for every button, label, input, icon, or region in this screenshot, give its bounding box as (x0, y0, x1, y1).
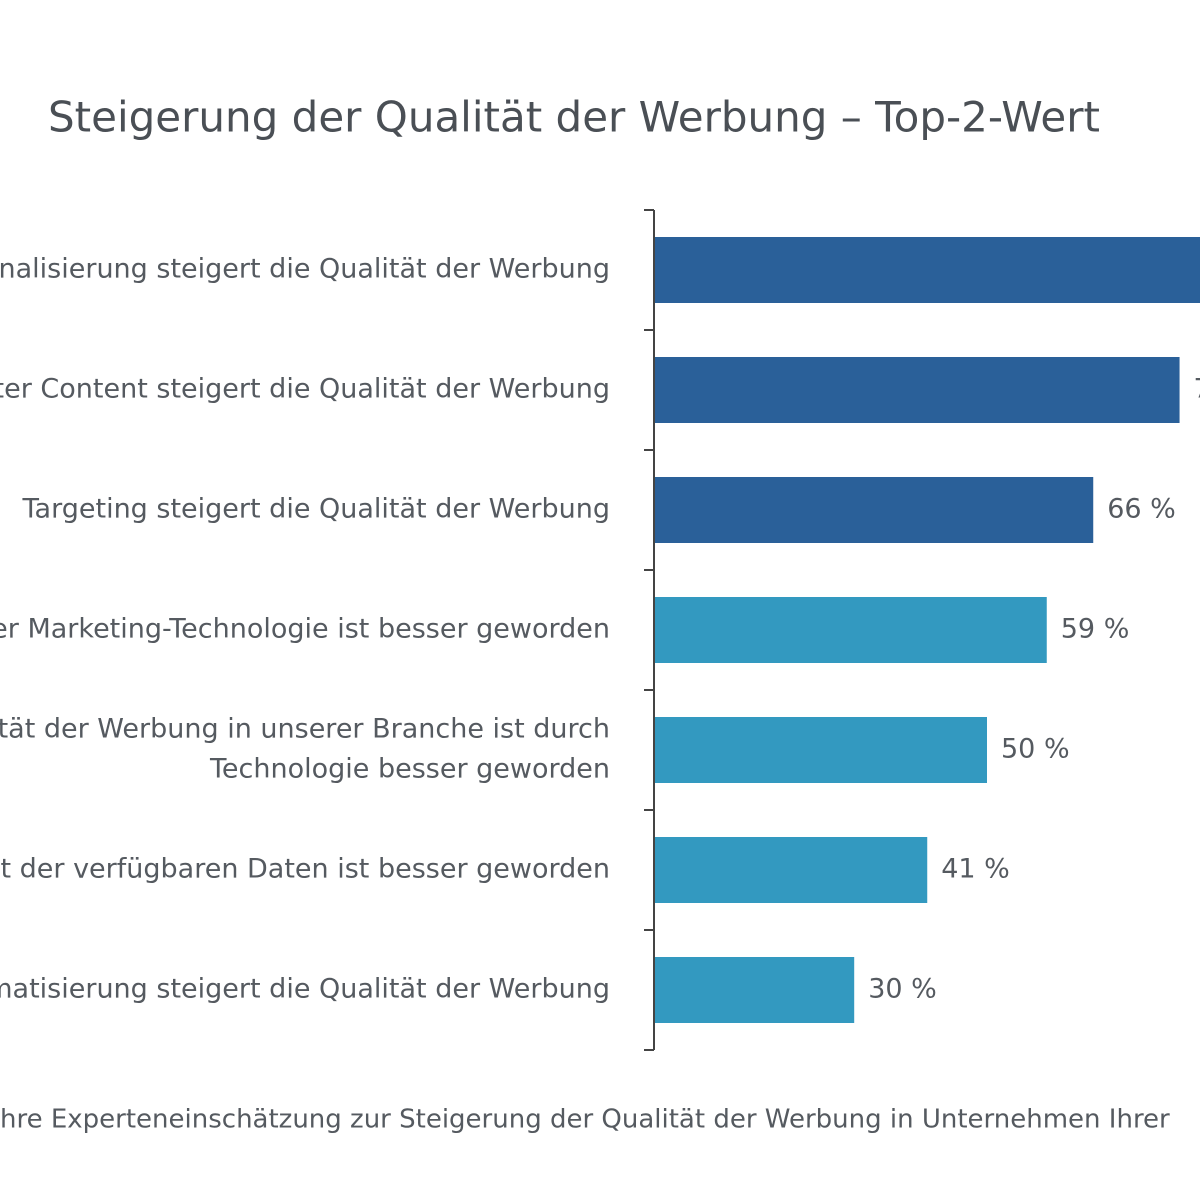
chart-title: Steigerung der Qualität der Werbung – To… (48, 93, 1100, 142)
category-label: onalisierung steigert die Qualität der W… (0, 254, 610, 285)
footnote: hre Experteneinschätzung zur Steigerung … (0, 1105, 1170, 1135)
category-label: Technologie besser geworden (209, 754, 610, 785)
value-label: 79 % (1194, 374, 1200, 405)
category-label: ter Content steigert die Qualität der We… (0, 374, 610, 405)
bar (655, 357, 1180, 423)
bar (655, 957, 855, 1023)
value-label: 41 % (941, 854, 1010, 885)
value-label: 30 % (868, 974, 937, 1005)
bar (655, 237, 1200, 303)
category-label: er Marketing-Technologie ist besser gewo… (0, 614, 610, 645)
value-label: 50 % (1001, 734, 1070, 765)
bar (655, 717, 987, 783)
bar (655, 477, 1094, 543)
category-label: ät der verfügbaren Daten ist besser gewo… (0, 854, 610, 885)
bar (655, 597, 1047, 663)
value-label: 59 % (1061, 614, 1130, 645)
value-label: 66 % (1107, 494, 1176, 525)
category-label: matisierung steigert die Qualität der We… (0, 974, 610, 1005)
category-label: ität der Werbung in unserer Branche ist … (0, 714, 610, 745)
category-label: Targeting steigert die Qualität der Werb… (22, 494, 610, 525)
bar (655, 837, 928, 903)
